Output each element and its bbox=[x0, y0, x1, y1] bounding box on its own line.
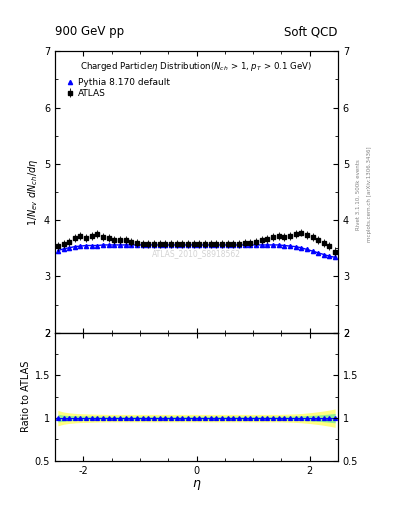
Pythia 8.170 default bbox=[327, 253, 332, 259]
Pythia 8.170 default bbox=[163, 242, 168, 248]
Pythia 8.170 default bbox=[84, 243, 88, 249]
Pythia 8.170 default bbox=[265, 242, 270, 248]
Pythia 8.170 default bbox=[78, 243, 83, 249]
Pythia 8.170 default bbox=[101, 242, 105, 248]
Pythia 8.170 default bbox=[135, 242, 140, 248]
Pythia 8.170 default bbox=[180, 242, 185, 248]
Pythia 8.170 default bbox=[118, 242, 123, 248]
Text: Charged Particle$\eta$ Distribution($N_{ch}$ > 1, $p_{T}$ > 0.1 GeV): Charged Particle$\eta$ Distribution($N_{… bbox=[81, 60, 312, 73]
Legend: Pythia 8.170 default, ATLAS: Pythia 8.170 default, ATLAS bbox=[65, 78, 170, 98]
Y-axis label: $1/N_{ev}\ dN_{ch}/d\eta$: $1/N_{ev}\ dN_{ch}/d\eta$ bbox=[26, 158, 40, 226]
Text: Soft QCD: Soft QCD bbox=[285, 26, 338, 38]
Pythia 8.170 default bbox=[282, 243, 286, 249]
Pythia 8.170 default bbox=[157, 242, 162, 248]
Pythia 8.170 default bbox=[225, 242, 230, 248]
Pythia 8.170 default bbox=[288, 243, 292, 249]
Pythia 8.170 default bbox=[248, 242, 253, 248]
Pythia 8.170 default bbox=[270, 242, 275, 248]
Pythia 8.170 default bbox=[146, 242, 151, 248]
Pythia 8.170 default bbox=[299, 245, 303, 251]
Pythia 8.170 default bbox=[95, 243, 100, 249]
Pythia 8.170 default bbox=[253, 242, 258, 248]
Pythia 8.170 default bbox=[112, 242, 117, 248]
Pythia 8.170 default bbox=[276, 242, 281, 248]
Pythia 8.170 default bbox=[231, 242, 236, 248]
Pythia 8.170 default bbox=[333, 254, 338, 261]
Pythia 8.170 default bbox=[259, 242, 264, 248]
Pythia 8.170 default bbox=[90, 243, 94, 249]
Pythia 8.170 default bbox=[293, 244, 298, 250]
Line: Pythia 8.170 default: Pythia 8.170 default bbox=[56, 243, 337, 260]
Pythia 8.170 default bbox=[316, 250, 321, 256]
Pythia 8.170 default bbox=[72, 244, 77, 250]
Pythia 8.170 default bbox=[169, 242, 173, 248]
Pythia 8.170 default bbox=[67, 245, 72, 251]
Pythia 8.170 default bbox=[242, 242, 247, 248]
Pythia 8.170 default bbox=[123, 242, 128, 248]
Pythia 8.170 default bbox=[55, 247, 60, 253]
Pythia 8.170 default bbox=[208, 242, 213, 248]
Text: mcplots.cern.ch [arXiv:1306.3436]: mcplots.cern.ch [arXiv:1306.3436] bbox=[367, 147, 373, 242]
Pythia 8.170 default bbox=[237, 242, 241, 248]
Pythia 8.170 default bbox=[152, 242, 156, 248]
Y-axis label: Ratio to ATLAS: Ratio to ATLAS bbox=[20, 361, 31, 433]
Pythia 8.170 default bbox=[140, 242, 145, 248]
Pythia 8.170 default bbox=[185, 242, 190, 248]
Text: ATLAS_2010_S8918562: ATLAS_2010_S8918562 bbox=[152, 249, 241, 259]
X-axis label: $\eta$: $\eta$ bbox=[192, 478, 201, 493]
Pythia 8.170 default bbox=[129, 242, 134, 248]
Pythia 8.170 default bbox=[310, 248, 315, 254]
Pythia 8.170 default bbox=[220, 242, 224, 248]
Pythia 8.170 default bbox=[107, 242, 111, 248]
Text: 900 GeV pp: 900 GeV pp bbox=[55, 26, 124, 38]
Pythia 8.170 default bbox=[321, 251, 326, 258]
Text: Rivet 3.1.10, 500k events: Rivet 3.1.10, 500k events bbox=[356, 159, 361, 230]
Pythia 8.170 default bbox=[214, 242, 219, 248]
Pythia 8.170 default bbox=[203, 242, 208, 248]
Pythia 8.170 default bbox=[61, 246, 66, 252]
Pythia 8.170 default bbox=[197, 242, 202, 248]
Pythia 8.170 default bbox=[191, 242, 196, 248]
Pythia 8.170 default bbox=[174, 242, 179, 248]
Pythia 8.170 default bbox=[305, 246, 309, 252]
